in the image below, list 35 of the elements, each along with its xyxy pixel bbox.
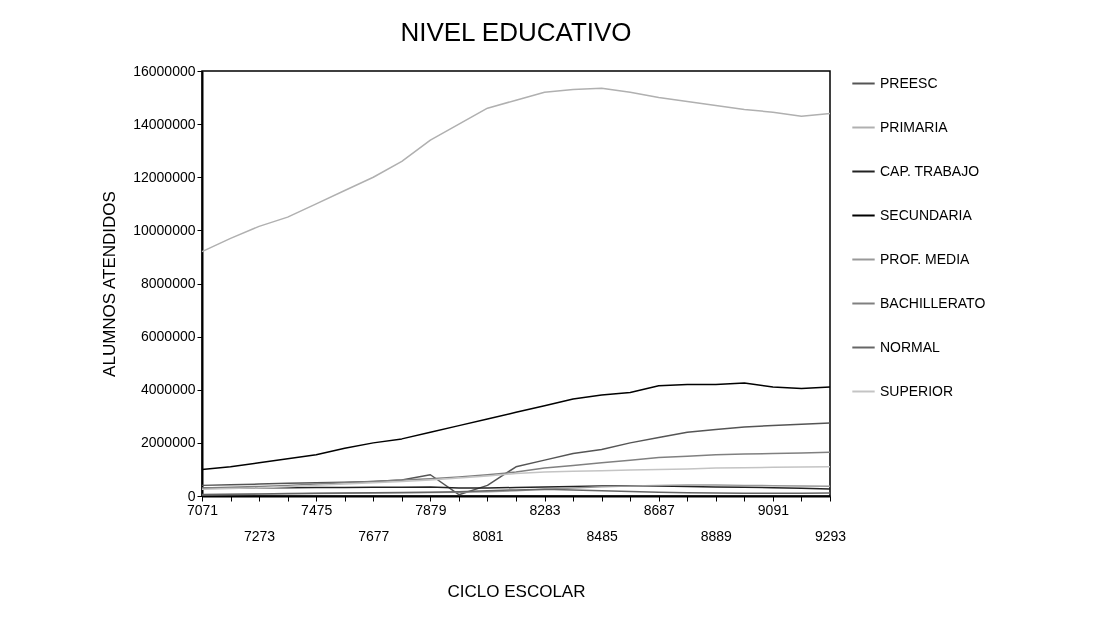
x-tick-label: 8485	[586, 527, 618, 544]
y-tick-label: 2000000	[140, 434, 196, 451]
line-series	[201, 451, 831, 489]
legend-label: SUPERIOR	[880, 382, 954, 399]
chart-title: NIVEL EDUCATIVO	[400, 17, 632, 47]
legend-label: CAP. TRABAJO	[880, 162, 980, 179]
legend-label: BACHILLERATO	[880, 294, 986, 311]
x-tick-label: 7071	[186, 501, 219, 518]
x-tick-label: 8889	[700, 527, 733, 544]
legend-label: NORMAL	[880, 338, 941, 355]
y-tick-label: 0	[187, 487, 196, 504]
x-tick-label: 8283	[529, 501, 561, 518]
x-tick-label: 7879	[415, 501, 447, 518]
y-tick-label: 6000000	[140, 328, 196, 345]
legend-label: PREESC	[880, 74, 938, 91]
x-tick-label: 9091	[757, 501, 790, 518]
x-tick-label: 8687	[643, 501, 676, 518]
line-series	[201, 87, 831, 253]
y-tick-label: 8000000	[140, 275, 196, 291]
legend-label: SECUNDARIA	[880, 206, 973, 223]
legend-label: PROF. MEDIA	[880, 250, 971, 267]
line-series	[201, 466, 831, 491]
x-tick-label: 7273	[244, 527, 276, 544]
y-tick-label: 14000000	[133, 115, 196, 132]
y-axis-title: ALUMNOS ATENDIDOS	[100, 191, 120, 377]
y-tick-label: 12000000	[133, 168, 196, 185]
y-tick-label: 10000000	[133, 221, 196, 238]
legend-label: PRIMARIA	[880, 118, 949, 135]
x-tick-label: 9293	[814, 527, 847, 544]
x-tick-label: 7677	[358, 527, 390, 544]
y-tick-label: 4000000	[140, 381, 196, 398]
x-axis-title: CICLO ESCOLAR	[447, 581, 586, 601]
x-tick-label: 8081	[472, 527, 504, 544]
y-tick-label: 16000000	[133, 62, 196, 79]
x-tick-label: 7475	[301, 501, 333, 518]
